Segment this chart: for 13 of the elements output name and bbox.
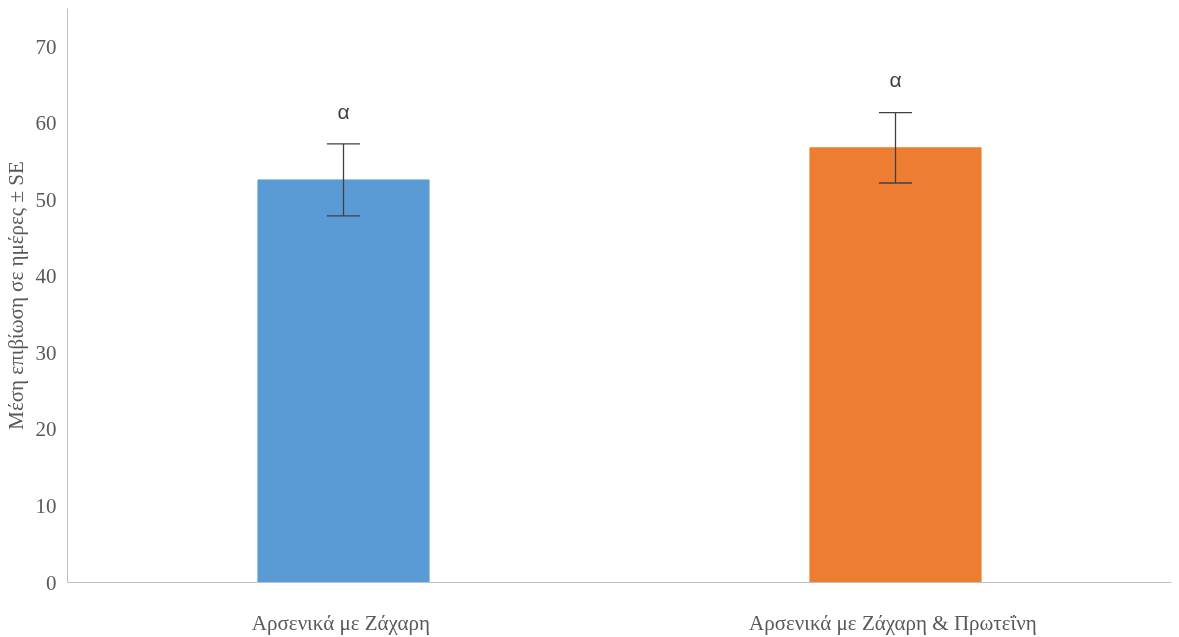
y-tick-label: 40 [35, 264, 57, 289]
y-tick-label: 60 [35, 111, 57, 136]
y-tick-label: 30 [35, 340, 57, 365]
x-tick-label: Αρσενικά με Ζάχαρη & Πρωτεΐνη [749, 610, 1037, 635]
x-tick-label: Αρσενικά με Ζάχαρη [251, 610, 430, 635]
y-tick-label: 20 [35, 417, 57, 442]
y-tick-label: 50 [35, 187, 57, 212]
y-tick-label: 70 [35, 34, 57, 59]
y-axis-title: Μέση επιβίωση σε ημέρες ± SE [3, 161, 28, 430]
y-tick-label: 10 [35, 493, 57, 518]
annotation: α [889, 68, 902, 92]
annotation: α [337, 99, 350, 123]
y-tick-label: 0 [46, 570, 57, 595]
